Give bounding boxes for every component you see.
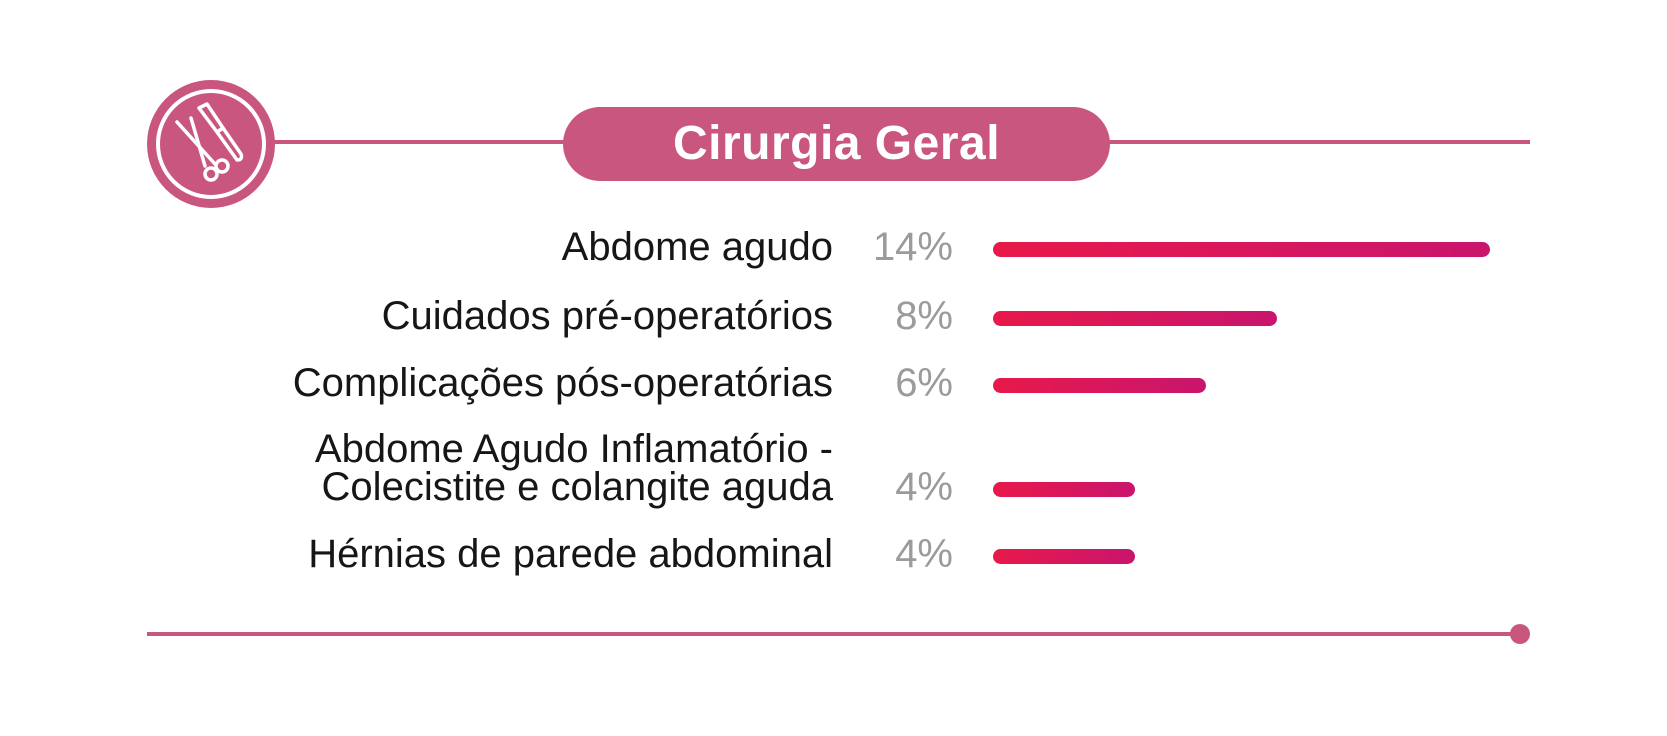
category-label: Abdome Agudo Inflamatório - Colecistite e… xyxy=(314,427,833,509)
chart-row: Cuidados pré-operatórios 8% xyxy=(0,294,1667,357)
category-label: Abdome agudo xyxy=(561,225,833,269)
category-label-line: Colecistite e colangite aguda xyxy=(321,465,833,509)
bar xyxy=(993,549,1135,564)
section-title: Cirurgia Geral xyxy=(563,107,1110,181)
category-label-line: Cuidados pré-operatórios xyxy=(381,294,833,338)
chart-row: Abdome Agudo Inflamatório - Colecistite e… xyxy=(0,429,1667,528)
category-label: Hérnias de parede abdominal xyxy=(308,532,833,576)
chart-row: Hérnias de parede abdominal 4% xyxy=(0,532,1667,595)
value-label: 4% xyxy=(895,532,953,576)
scalpel-scissors-icon xyxy=(147,80,275,208)
category-label: Cuidados pré-operatórios xyxy=(381,294,833,338)
footer-rule-dot xyxy=(1510,624,1530,644)
chart-row: Abdome agudo 14% xyxy=(0,225,1667,288)
category-label-line: Abdome Agudo Inflamatório - xyxy=(314,427,833,471)
bar xyxy=(993,482,1135,497)
value-label: 4% xyxy=(895,465,953,509)
category-label: Complicações pós-operatórias xyxy=(292,361,833,405)
category-label-line: Hérnias de parede abdominal xyxy=(308,532,833,576)
bar xyxy=(993,378,1206,393)
bar xyxy=(993,311,1277,326)
category-label-line: Abdome agudo xyxy=(561,225,833,269)
value-label: 6% xyxy=(895,361,953,405)
bar xyxy=(993,242,1490,257)
value-label: 14% xyxy=(872,225,953,269)
value-label: 8% xyxy=(895,294,953,338)
footer-rule xyxy=(147,632,1522,636)
chart-row: Complicações pós-operatórias 6% xyxy=(0,361,1667,424)
category-label-line: Complicações pós-operatórias xyxy=(292,361,833,405)
